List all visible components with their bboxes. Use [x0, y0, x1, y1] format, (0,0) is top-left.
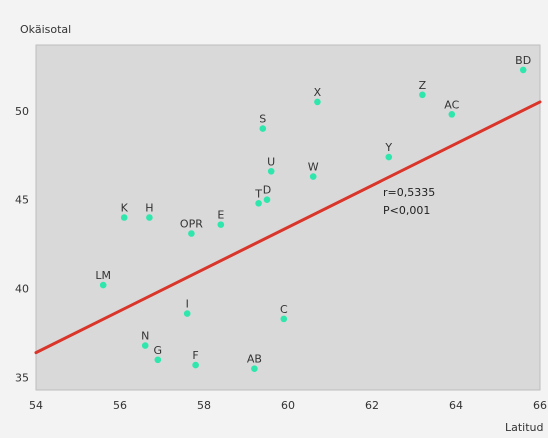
x-axis: 54 56 58 60 62 64 66	[29, 399, 547, 412]
x-tick-label: 60	[281, 399, 295, 412]
data-point	[141, 342, 149, 349]
data-point	[267, 167, 275, 175]
correlation-annotation: r=0,5335	[383, 186, 435, 199]
data-point-label: OPR	[180, 218, 203, 231]
data-point-label: N	[141, 330, 149, 343]
y-tick-label: 35	[15, 372, 29, 385]
data-point	[448, 111, 456, 118]
data-point-label: LM	[95, 269, 111, 282]
data-points: BD Z AC X S Y U W DT K H E OPR LM I C NG F AB	[95, 54, 531, 372]
data-point-label: BD	[515, 54, 531, 67]
data-point-label: U	[267, 155, 275, 168]
data-point	[263, 196, 271, 204]
data-point	[314, 98, 321, 106]
x-tick-label: 58	[197, 399, 211, 412]
data-point-label: K	[121, 202, 129, 215]
x-tick-label: 64	[449, 399, 463, 412]
data-point-label: H	[145, 202, 153, 215]
data-point	[183, 310, 191, 317]
data-point-label: S	[259, 113, 266, 126]
data-point	[217, 221, 225, 228]
data-point	[120, 214, 128, 221]
x-tick-label: 54	[29, 399, 43, 412]
data-point	[188, 230, 195, 237]
data-point-label: E	[217, 209, 224, 222]
data-point-label: C	[280, 303, 288, 316]
p-value-annotation: P<0,001	[383, 204, 430, 217]
x-tick-label: 62	[365, 399, 379, 412]
data-point	[309, 173, 317, 180]
data-point-label: Z	[419, 79, 427, 92]
data-point	[419, 91, 426, 99]
data-point	[146, 214, 153, 221]
y-tick-label: 45	[15, 194, 29, 207]
y-axis: 35 40 45 50	[15, 105, 29, 385]
data-point-label: X	[314, 86, 322, 99]
plot-area	[35, 44, 541, 391]
data-point	[192, 361, 199, 369]
data-point	[519, 66, 527, 74]
data-point-label: G	[154, 344, 163, 357]
data-point	[259, 125, 267, 132]
data-point	[154, 356, 162, 364]
data-point	[255, 199, 262, 207]
regression-line	[34, 100, 542, 355]
data-point-label: D	[263, 184, 271, 197]
data-point	[99, 281, 107, 289]
y-axis-title: Okäisotal	[20, 23, 71, 36]
y-tick-label: 50	[15, 105, 29, 118]
x-tick-label: 56	[113, 399, 127, 412]
data-point	[280, 315, 288, 323]
x-tick-label: 66	[533, 399, 547, 412]
data-point-label: Y	[384, 141, 392, 154]
data-point-label: I	[186, 298, 189, 311]
data-point-label: T	[254, 187, 262, 200]
data-point	[251, 365, 258, 372]
y-tick-label: 40	[15, 283, 29, 296]
data-point-label: W	[308, 161, 319, 174]
data-point-label: AC	[444, 98, 459, 111]
x-axis-title: Latitud	[505, 421, 544, 434]
data-point-label: AB	[247, 353, 262, 366]
data-point-label: F	[192, 349, 198, 362]
data-point	[385, 153, 393, 161]
